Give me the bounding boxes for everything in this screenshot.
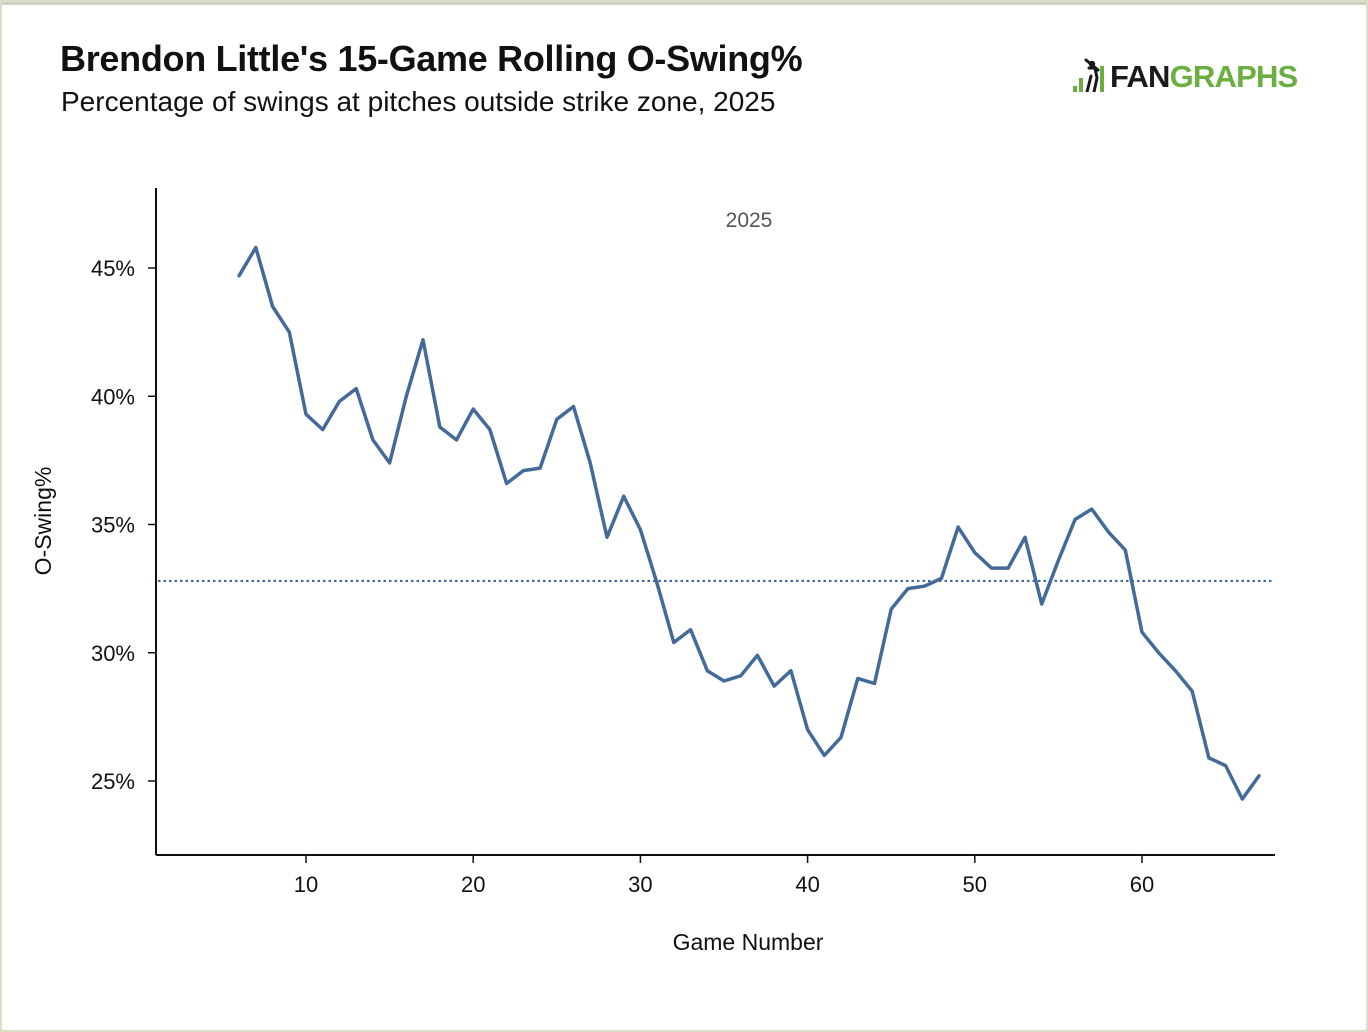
series-annotation: 2025 <box>726 209 773 232</box>
fangraphs-logo: FAN GRAPHS <box>1072 56 1299 97</box>
x-tick-label: 10 <box>294 872 318 897</box>
y-tick-label: 35% <box>91 513 135 538</box>
axes: 10 20 30 40 50 60 25% 30% 35% 40% 45% <box>91 188 1275 897</box>
series-line <box>237 245 1261 801</box>
chart-subtitle: Percentage of swings at pitches outside … <box>61 86 776 117</box>
x-tick-label: 40 <box>795 872 819 897</box>
y-tick-label: 40% <box>91 384 135 409</box>
logo-text-graphs: GRAPHS <box>1169 58 1299 94</box>
chart-title: Brendon Little's 15-Game Rolling O-Swing… <box>60 38 803 79</box>
x-tick-label: 60 <box>1130 872 1154 897</box>
series-layer <box>237 245 1261 801</box>
x-axis-label: Game Number <box>673 929 824 955</box>
y-axis-label: O-Swing% <box>30 467 56 576</box>
y-tick-label: 30% <box>91 641 135 666</box>
x-tick-label: 20 <box>461 872 485 897</box>
batter-bars-icon <box>1072 56 1106 97</box>
top-border <box>2 2 1366 5</box>
y-tick-label: 45% <box>91 256 135 281</box>
logo-text-fan: FAN <box>1110 58 1170 94</box>
y-tick-label: 25% <box>91 769 135 794</box>
x-tick-label: 30 <box>628 872 652 897</box>
x-tick-label: 50 <box>963 872 987 897</box>
